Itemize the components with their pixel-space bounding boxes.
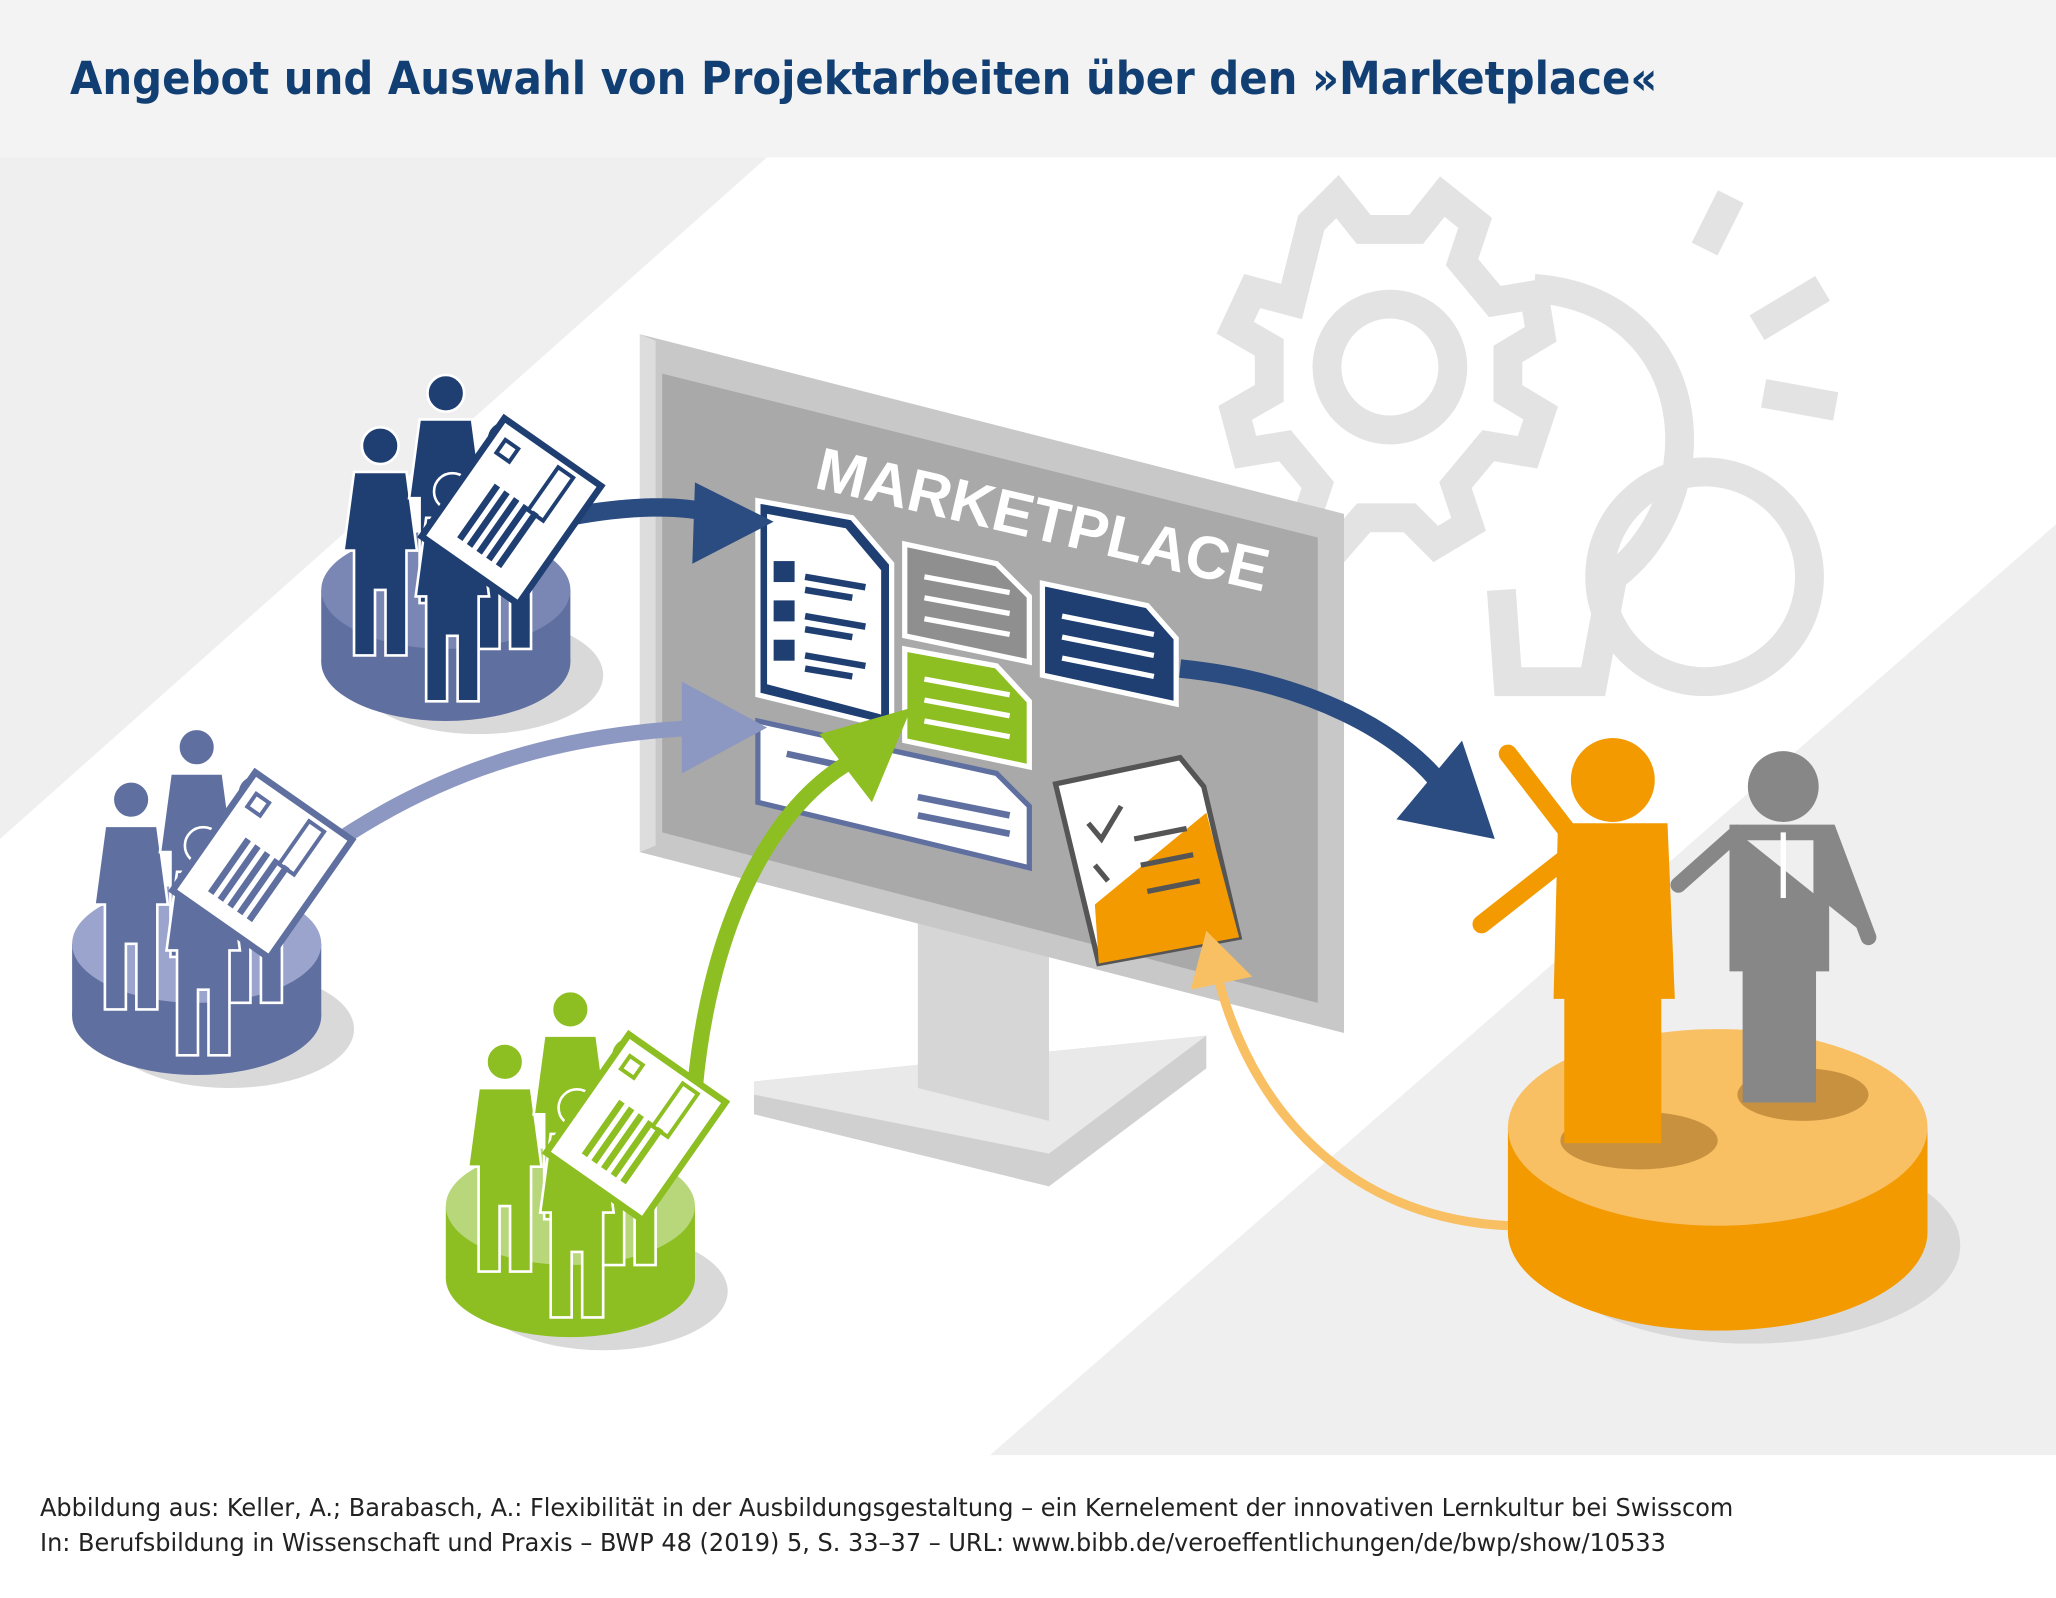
project-document-icon <box>417 413 606 609</box>
coach-figure <box>1670 824 1877 1103</box>
project-document-icon <box>541 1029 731 1225</box>
document-green <box>902 645 1032 771</box>
document-gray <box>902 540 1032 666</box>
apprentice-head <box>1570 738 1655 822</box>
team-green-person <box>485 1042 525 1082</box>
document-dark-large <box>755 497 895 731</box>
project-document-icon <box>167 767 357 963</box>
team-green-person <box>550 989 591 1030</box>
team-dark-blue-person <box>426 373 466 413</box>
arrow-light-blue-in <box>316 719 702 859</box>
page-title: Angebot und Auswahl von Projektarbeiten … <box>70 52 1658 105</box>
document-orange-checklist <box>1052 754 1243 967</box>
arrow-orange-back <box>1215 981 1509 1231</box>
footer-citation-line-2: In: Berufsbildung in Wissenschaft und Pr… <box>40 1528 1666 1557</box>
team-mid-blue-person <box>111 779 151 820</box>
gear-lightbulb-icon <box>1216 175 1839 697</box>
team-mid-blue-person <box>177 727 217 767</box>
team-dark-blue-person <box>360 426 400 466</box>
arrow-dark-blue-out <box>1179 659 1450 793</box>
footer-citation-line-1: Abbildung aus: Keller, A.; Barabasch, A.… <box>40 1493 1734 1522</box>
apprentice-figure <box>1472 744 1675 1144</box>
coach-head <box>1747 751 1819 822</box>
arrow-green-in <box>687 753 857 1089</box>
document-dark-small <box>1039 580 1179 708</box>
